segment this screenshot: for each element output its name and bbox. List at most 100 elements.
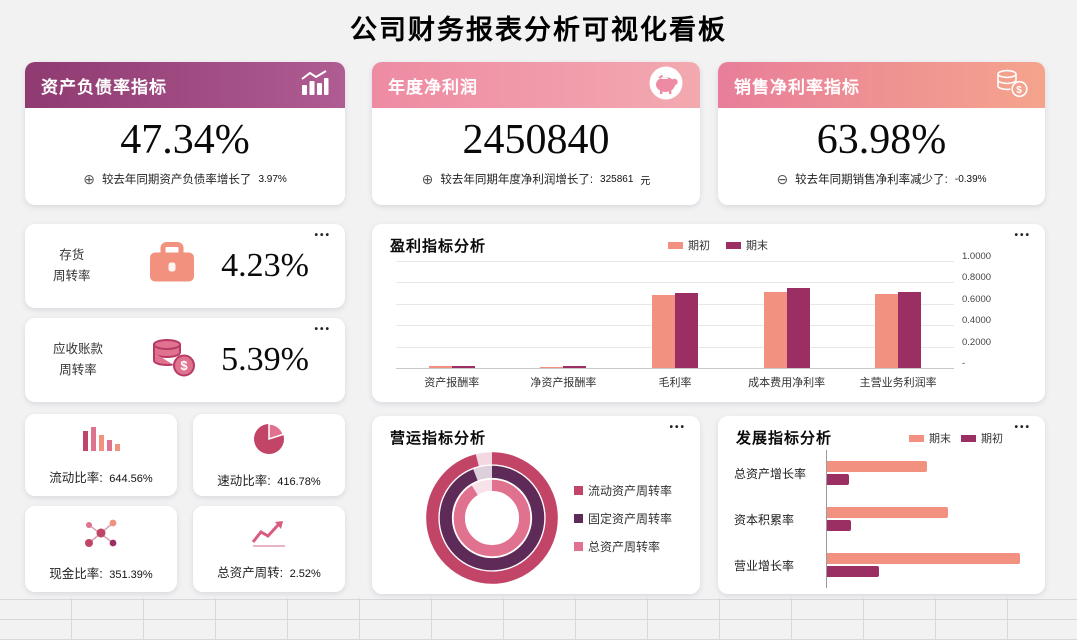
legend-label: 期初	[688, 240, 710, 252]
category-label: 资本积累率	[734, 512, 795, 527]
legend-swatch-icon	[574, 514, 583, 523]
ratio-label: 现金比率:	[49, 566, 103, 581]
svg-text:$: $	[1016, 84, 1023, 95]
kpi-title: 资产负债率指标	[41, 77, 167, 97]
bar-期初	[428, 365, 452, 368]
legend-item: 期初	[668, 237, 710, 253]
more-menu-icon[interactable]: •••	[314, 230, 331, 241]
ratio-label: 总资产周转:	[217, 565, 284, 580]
kpi-header: 年度净利润	[372, 62, 700, 108]
ratio-text: 流动比率: 644.56%	[49, 467, 152, 486]
bar-期末	[451, 365, 475, 368]
x-axis-label: 资产报酬率	[424, 377, 480, 389]
legend-swatch-icon	[574, 486, 583, 495]
chart-bars	[396, 261, 954, 368]
metric-label: 存货 周转率	[53, 245, 91, 288]
bar-期初	[827, 474, 849, 485]
legend-label: 期末	[929, 433, 951, 445]
kpi-note-value: 3.97%	[258, 173, 287, 185]
chart-row: 营业增长率	[734, 542, 1026, 588]
minus-circle-icon: ⊖	[776, 171, 789, 188]
ratio-text: 速动比率: 416.78%	[217, 470, 320, 489]
more-menu-icon[interactable]: •••	[669, 422, 686, 433]
bar-期末	[674, 293, 698, 368]
ring-总资产周转率	[453, 479, 531, 557]
legend-swatch-icon	[726, 241, 741, 249]
piggy-bank-icon	[648, 65, 684, 106]
kpi-card-debt-ratio: 资产负债率指标 47.34% ⊕ 较去年同期资产负债率增长了 3.97%	[25, 62, 345, 205]
y-axis-label: 0.8000	[962, 272, 992, 284]
kpi-note-unit: 元	[640, 175, 651, 187]
metric-label-line2: 周转率	[53, 269, 91, 283]
ratio-label: 速动比率:	[217, 473, 271, 488]
kpi-note: ⊕ 较去年同期资产负债率增长了 3.97%	[25, 171, 345, 187]
bar-group	[508, 261, 620, 368]
bar-group	[396, 261, 508, 368]
bar-期末	[827, 507, 949, 518]
y-axis-label: 0.2000	[962, 336, 992, 348]
development-analysis-panel: 发展指标分析 期末 期初 ••• 总资产增长率 资本积累率营业增长率	[718, 416, 1045, 594]
more-menu-icon[interactable]: •••	[1014, 230, 1031, 241]
operations-analysis-panel: 营运指标分析 ••• 流动资产周转率 固定资产周转率 总资产周转率	[372, 416, 700, 594]
ratio-value: 644.56%	[109, 472, 153, 485]
plus-circle-icon: ⊕	[421, 171, 434, 188]
kpi-header: 销售净利率指标 $	[718, 62, 1045, 108]
ratio-value: 416.78%	[277, 475, 321, 488]
metric-value: 4.23%	[221, 247, 309, 284]
quick-ratio-card: 速动比率: 416.78%	[193, 414, 345, 496]
legend-label: 固定资产周转率	[588, 512, 673, 526]
legend-item: 期初	[961, 430, 1003, 446]
legend-item: 固定资产周转率	[574, 510, 672, 527]
chart-legend: 流动资产周转率 固定资产周转率 总资产周转率	[574, 482, 672, 555]
legend-label: 期初	[981, 433, 1003, 445]
y-axis-label: 1.0000	[962, 251, 992, 262]
kpi-note: ⊕ 较去年同期年度净利润增长了: 325861 元	[372, 171, 700, 187]
bar-期末	[898, 292, 922, 368]
metric-label: 应收账款 周转率	[53, 339, 103, 382]
bar-期初	[763, 292, 787, 368]
bar-chart-icon	[299, 69, 329, 101]
kpi-note-text: 较去年同期资产负债率增长了	[101, 174, 252, 187]
more-menu-icon[interactable]: •••	[1014, 422, 1031, 433]
legend-item: 期末	[909, 430, 951, 446]
kpi-title: 销售净利率指标	[734, 77, 860, 97]
panel-title: 盈利指标分析	[390, 238, 487, 255]
bar-期末	[827, 553, 1021, 564]
y-axis-label: -	[962, 358, 966, 369]
bars-area	[826, 542, 1026, 588]
receivables-turnover-card: ••• 应收账款 周转率 $ 5.39%	[25, 318, 345, 402]
horizontal-bar-chart: 总资产增长率 资本积累率营业增长率	[734, 450, 1026, 588]
y-axis-label: 0.6000	[962, 293, 992, 305]
legend-item: 总资产周转率	[574, 538, 660, 555]
ratio-value: 351.39%	[109, 568, 153, 581]
donut-chart	[426, 452, 558, 584]
bars-area	[826, 450, 1026, 496]
bar-期末	[827, 461, 927, 472]
kpi-note-value: -0.39%	[954, 173, 987, 185]
bar-group	[619, 261, 731, 368]
ring-流动资产周转率	[426, 452, 558, 584]
cash-ratio-card: 现金比率: 351.39%	[25, 506, 177, 592]
panel-title: 发展指标分析	[736, 430, 833, 447]
profit-analysis-panel: 盈利指标分析 期初 期末 ••• 1.0000 0.8000 0.6000 0.4000…	[372, 224, 1045, 402]
category-label: 营业增长率	[734, 558, 795, 573]
kpi-note-value: 325861	[600, 173, 634, 185]
legend-swatch-icon	[668, 241, 683, 249]
x-axis-label: 成本费用净利率	[748, 377, 826, 389]
legend-label: 期末	[746, 240, 768, 252]
more-menu-icon[interactable]: •••	[314, 324, 331, 335]
panel-title: 营运指标分析	[390, 430, 487, 447]
svg-text:$: $	[180, 358, 188, 373]
kpi-note-text: 较去年同期销售净利率减少了:	[795, 174, 948, 187]
legend-label: 总资产周转率	[588, 540, 661, 554]
kpi-value: 47.34%	[120, 117, 250, 163]
column-chart-icon	[80, 425, 122, 458]
ratio-label: 流动比率:	[49, 470, 103, 485]
y-axis-label: 0.4000	[962, 315, 992, 327]
pie-chart-icon	[252, 422, 286, 461]
chart-row: 资本积累率	[734, 496, 1026, 542]
legend-swatch-icon	[574, 542, 583, 551]
inventory-turnover-card: ••• 存货 周转率 4.23%	[25, 224, 345, 308]
category-label: 总资产增长率	[734, 466, 807, 481]
bar-chart-plot	[396, 261, 954, 369]
